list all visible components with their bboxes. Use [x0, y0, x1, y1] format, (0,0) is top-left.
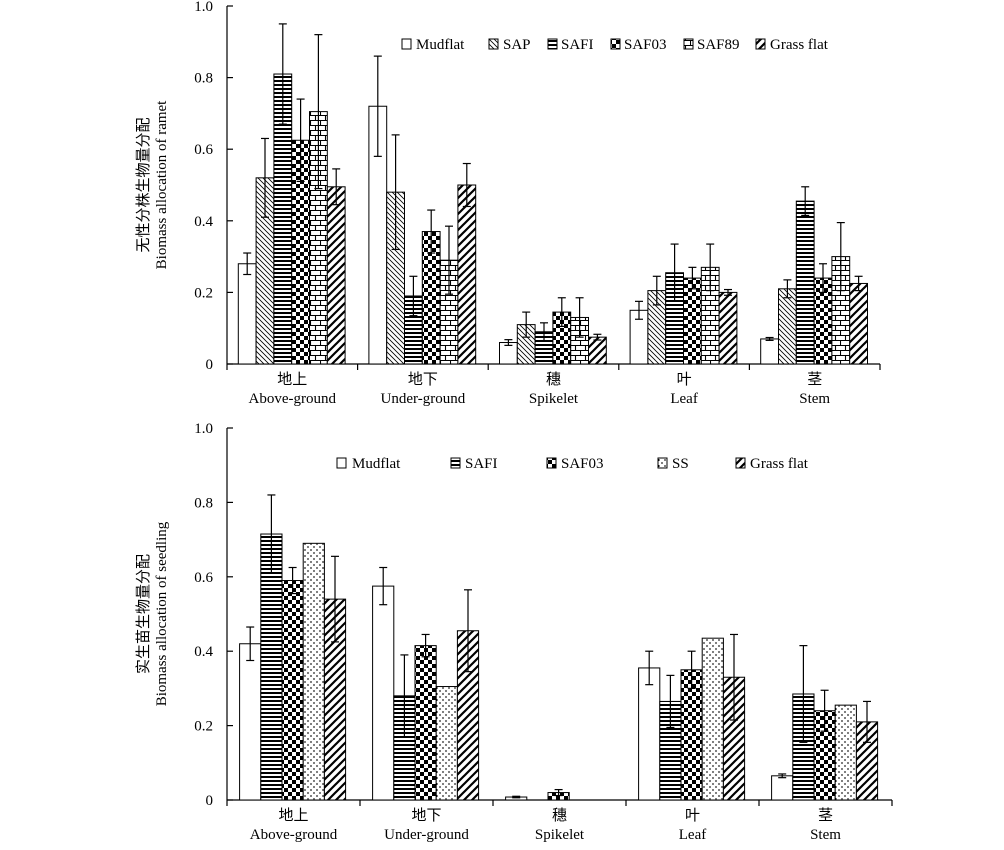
x-category-label-cn: 地下	[411, 807, 441, 824]
legend-swatch-saf89	[683, 38, 694, 50]
x-category-label-cn: 叶	[677, 371, 692, 388]
y-tick-label: 0.2	[194, 719, 213, 735]
bar-saf03	[683, 277, 702, 365]
legend-label: SAP	[503, 37, 531, 53]
bar-mudflat	[239, 643, 262, 801]
legend-label: SAF89	[697, 37, 740, 53]
bar-mudflat	[760, 338, 780, 365]
legend-swatch-saf03	[546, 457, 557, 469]
legend-swatch-saf03	[610, 38, 621, 50]
x-category-label-cn: 穗	[546, 371, 561, 388]
bar-ss	[701, 637, 724, 801]
x-category-label-en: Under-ground	[384, 827, 469, 843]
bar-ss	[435, 686, 458, 801]
x-category-label-en: Above-ground	[250, 827, 338, 843]
bar-saf03	[414, 645, 437, 801]
legend-swatch-sap	[488, 38, 499, 50]
x-category-label-cn: 地上	[277, 371, 307, 388]
x-category-label-cn: 地下	[408, 371, 438, 388]
bar-mudflat	[372, 585, 395, 801]
bar-grass	[326, 186, 346, 365]
y-tick-label: 0.8	[194, 495, 213, 511]
legend-label: SS	[672, 456, 689, 472]
x-category-label-en: Stem	[799, 391, 830, 407]
bar-mudflat	[638, 667, 661, 801]
legend-label: Mudflat	[352, 456, 401, 472]
y-tick-label: 0	[206, 357, 214, 373]
bar-ss	[302, 542, 325, 801]
legend-label: SAF03	[561, 456, 604, 472]
chart-seedling: 0 0.2 0.4 0.6 0.8 1.0 地上 Above-ground 地下 Under-gr…	[135, 421, 893, 843]
legend-label: SAFI	[561, 37, 594, 53]
bar-grass	[457, 184, 477, 365]
x-category-label-en: Stem	[810, 827, 841, 843]
legend-swatch-ss	[657, 457, 668, 469]
legend: Mudflat SAFI SAF03 SS Grass flat	[336, 456, 809, 472]
x-category-label-cn: 茎	[807, 371, 822, 388]
x-category-label-en: Above-ground	[249, 391, 337, 407]
y-tick-label: 0.6	[194, 142, 213, 158]
x-category-label-cn: 茎	[818, 807, 833, 824]
legend-label: SAFI	[465, 456, 498, 472]
x-category-label-en: Spikelet	[535, 827, 585, 843]
bar-grass	[718, 291, 738, 365]
y-axis-label-cn: 实生苗生物量分配	[135, 554, 152, 674]
chart-ramet: 0 0.2 0.4 0.6 0.8 1.0 地上 Above-ground 地下 Under-gr…	[135, 0, 881, 407]
x-category-label-en: Leaf	[679, 827, 706, 843]
x-category-label-en: Leaf	[670, 391, 697, 407]
x-category-label-en: Spikelet	[529, 391, 579, 407]
bar-ss	[834, 704, 857, 801]
legend: Mudflat SAP SAFI SAF03 SAF89 Grass flat	[401, 37, 829, 53]
y-tick-label: 0.8	[194, 71, 213, 87]
legend-label: Mudflat	[416, 37, 465, 53]
bar-safi	[260, 533, 283, 801]
x-category-label-cn: 穗	[552, 807, 567, 824]
legend-swatch-safi	[450, 457, 461, 469]
bar-grass	[849, 282, 869, 365]
bar-safi	[795, 200, 815, 365]
bar-grass	[588, 336, 607, 365]
y-axis-label-en: Biomass allocation of seedling	[154, 521, 170, 706]
y-axis-label-cn: 无性分株生物量分配	[135, 117, 152, 252]
bar-saf03	[281, 580, 304, 801]
x-category-label-cn: 地上	[278, 807, 308, 824]
y-tick-label: 1.0	[194, 421, 213, 437]
y-tick-label: 0.6	[194, 570, 213, 586]
bar-saf03	[680, 669, 703, 801]
y-axis-label-en: Biomass allocation of ramet	[154, 100, 170, 270]
legend-label: SAF03	[624, 37, 667, 53]
legend-swatch-grass	[755, 38, 766, 50]
y-tick-label: 0.2	[194, 285, 213, 301]
x-category-label-en: Under-ground	[381, 391, 466, 407]
legend-swatch-grass	[735, 457, 746, 469]
x-category-label-cn: 叶	[685, 807, 700, 824]
bar-mudflat	[771, 775, 794, 801]
legend-swatch-safi	[547, 38, 558, 50]
y-tick-label: 0.4	[194, 644, 213, 660]
legend-label: Grass flat	[770, 37, 829, 53]
y-tick-label: 0	[206, 793, 214, 809]
bar-sap	[778, 288, 797, 365]
y-tick-label: 1.0	[194, 0, 213, 15]
y-tick-label: 0.4	[194, 214, 213, 230]
bar-mudflat	[237, 263, 257, 365]
legend-swatch-mudflat	[336, 457, 347, 469]
legend-swatch-mudflat	[401, 38, 412, 50]
legend-label: Grass flat	[750, 456, 809, 472]
